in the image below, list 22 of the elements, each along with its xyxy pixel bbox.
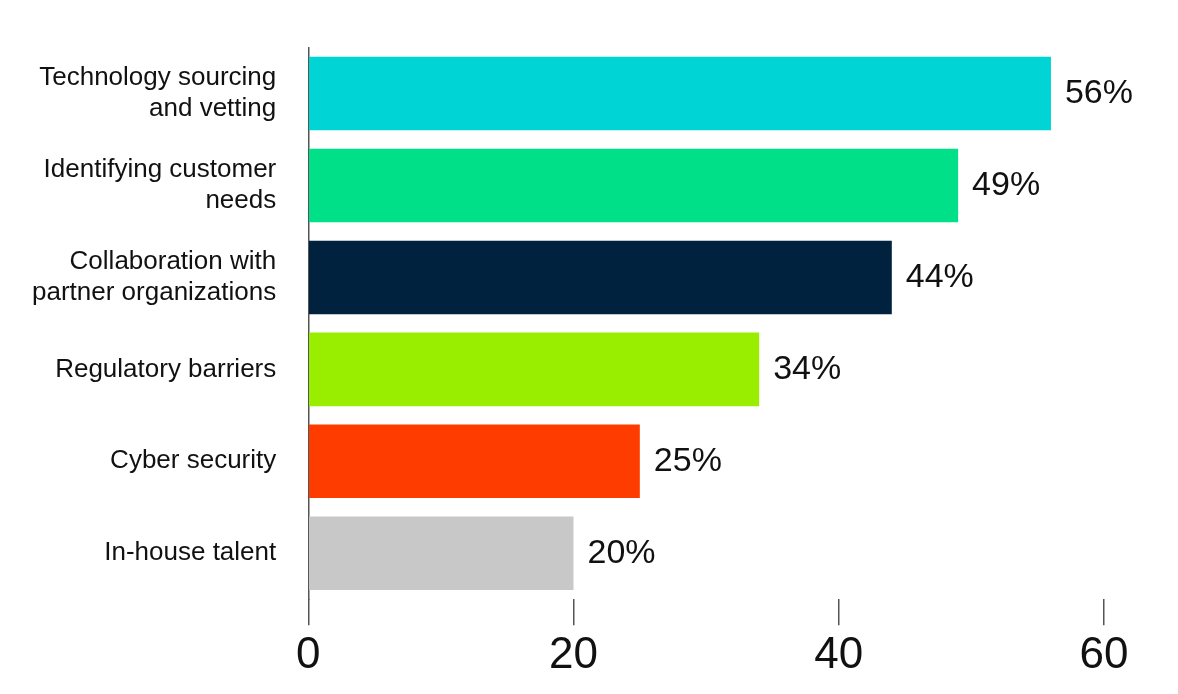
- x-tick-label: 0: [296, 627, 321, 677]
- y-tick-label: Cyber security: [110, 444, 277, 475]
- bar: [309, 424, 640, 499]
- x-tick-label: 40: [814, 627, 864, 677]
- x-tick-label: 60: [1079, 627, 1129, 677]
- y-tick-label: Technology sourcing and vetting: [39, 61, 277, 123]
- data-label: 49%: [972, 163, 1041, 202]
- y-tick-label: Collaboration with partner organizations: [31, 245, 277, 307]
- data-label: 20%: [587, 531, 656, 570]
- y-tick-label: In-house talent: [104, 536, 278, 567]
- data-label: 44%: [905, 255, 974, 294]
- bar: [309, 148, 959, 223]
- x-tick-label: 20: [549, 627, 598, 677]
- bar: [309, 240, 892, 315]
- bar: [309, 56, 1051, 131]
- bar: [309, 332, 760, 407]
- data-label: 34%: [773, 347, 842, 386]
- data-label: 56%: [1064, 71, 1134, 110]
- bar: [309, 516, 574, 591]
- y-tick-label: Regulatory barriers: [55, 352, 277, 383]
- y-tick-label: Identifying customer needs: [43, 153, 277, 215]
- data-label: 25%: [653, 439, 722, 478]
